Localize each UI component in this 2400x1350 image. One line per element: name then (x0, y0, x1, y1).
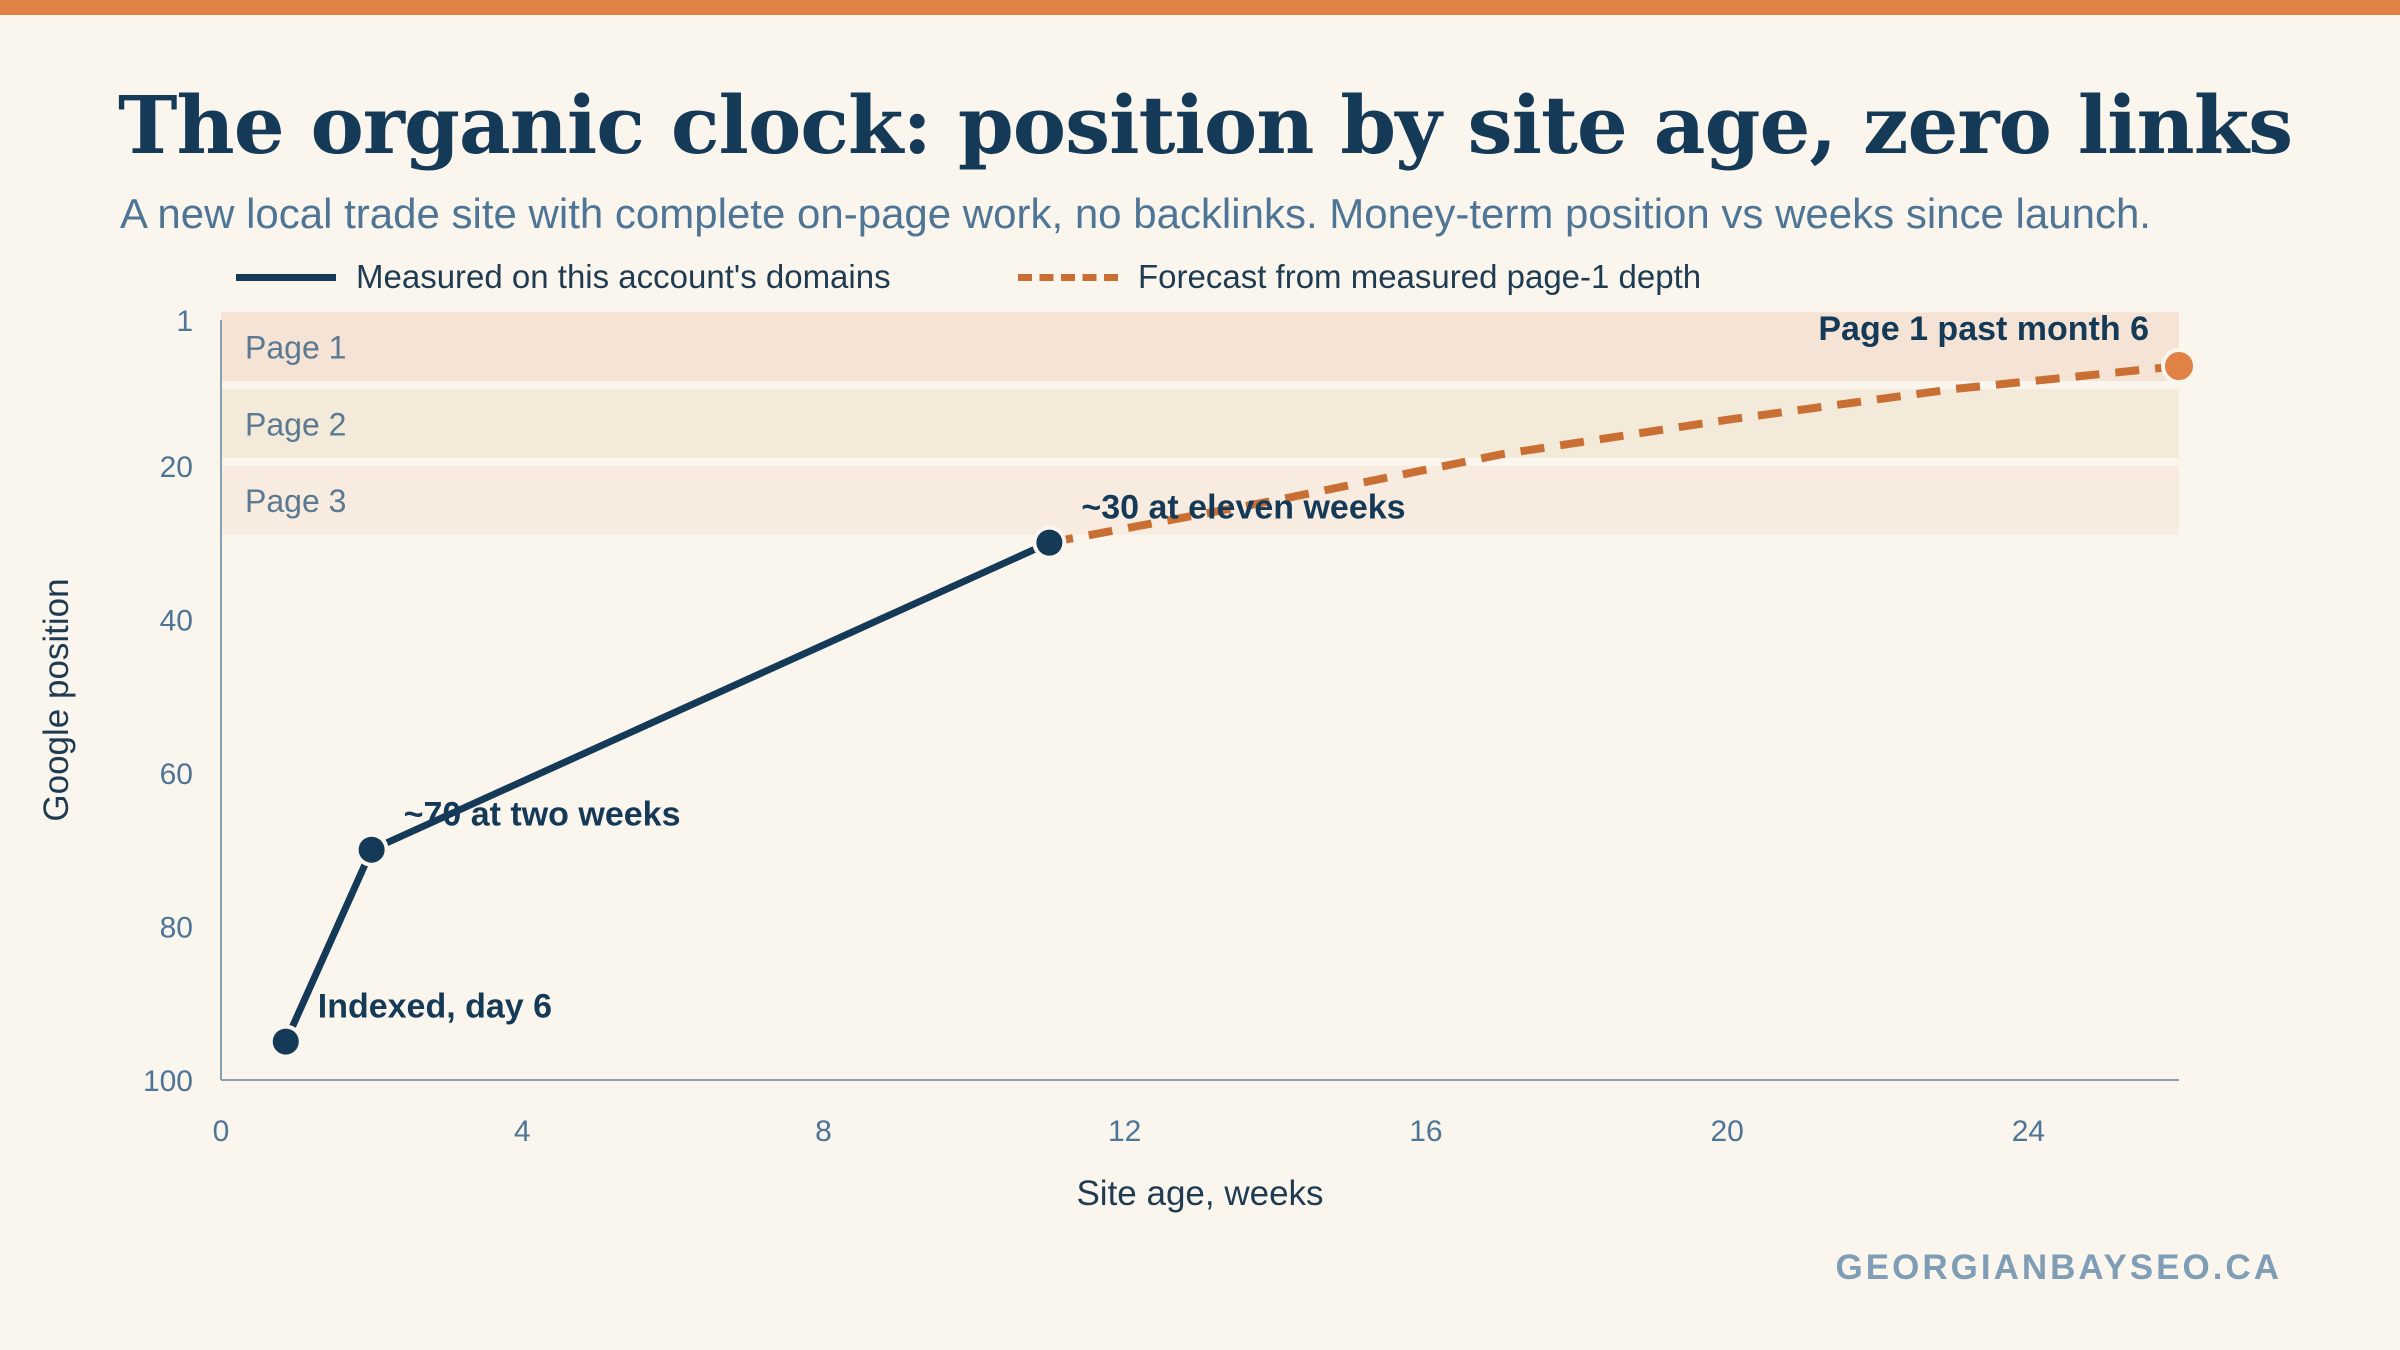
top-accent-bar (0, 0, 2400, 15)
legend-swatch-measured (236, 273, 336, 281)
x-tick-label-16: 16 (1409, 1115, 1442, 1148)
data-point-measured-0 (268, 1024, 303, 1059)
x-tick-label-20: 20 (1710, 1115, 1743, 1148)
page-band-label-3: Page 3 (245, 483, 346, 519)
page-band-1 (221, 312, 2179, 382)
chart-subtitle: A new local trade site with complete on-… (120, 190, 2151, 237)
x-tick-label-0: 0 (213, 1115, 230, 1148)
x-axis-title: Site age, weeks (1076, 1174, 1323, 1213)
chart-title: The organic clock: position by site age,… (118, 78, 2293, 172)
legend-swatch-forecast (1018, 273, 1118, 281)
data-point-forecast-end (2161, 348, 2197, 385)
site-watermark: GEORGIANBAYSEO.CA (1835, 1248, 2282, 1287)
legend: Measured on this account's domains Forec… (236, 254, 2136, 300)
annotation-1: ~70 at two weeks (404, 796, 681, 834)
page-band-3 (221, 465, 2179, 535)
page-band-label-1: Page 1 (245, 330, 346, 366)
y-tick-label-80: 80 (160, 911, 193, 944)
x-tick-label-12: 12 (1108, 1115, 1141, 1148)
annotation-2: ~30 at eleven weeks (1081, 489, 1405, 527)
x-tick-label-8: 8 (815, 1115, 832, 1148)
x-tick-label-4: 4 (514, 1115, 531, 1148)
series-line-measured (282, 539, 1051, 1044)
y-tick-label-60: 60 (160, 758, 193, 791)
annotation-3: Page 1 past month 6 (1818, 310, 2149, 348)
legend-item-forecast: Forecast from measured page-1 depth (1018, 254, 1701, 300)
x-tick-label-24: 24 (2012, 1115, 2045, 1148)
y-tick-label-100: 100 (143, 1065, 193, 1098)
y-axis-title: Google position (37, 578, 76, 821)
series-line-forecast (1048, 362, 2180, 547)
page-band-label-2: Page 2 (245, 406, 346, 442)
y-tick-label-20: 20 (160, 451, 193, 484)
legend-item-measured: Measured on this account's domains (236, 254, 891, 300)
legend-label-forecast: Forecast from measured page-1 depth (1138, 258, 1702, 295)
data-point-measured-1 (354, 832, 389, 867)
y-tick-label-1: 1 (176, 305, 193, 338)
annotation-0: Indexed, day 6 (318, 988, 552, 1026)
y-tick-label-40: 40 (160, 604, 193, 637)
legend-label-measured: Measured on this account's domains (356, 258, 891, 295)
data-point-measured-2 (1032, 525, 1067, 560)
